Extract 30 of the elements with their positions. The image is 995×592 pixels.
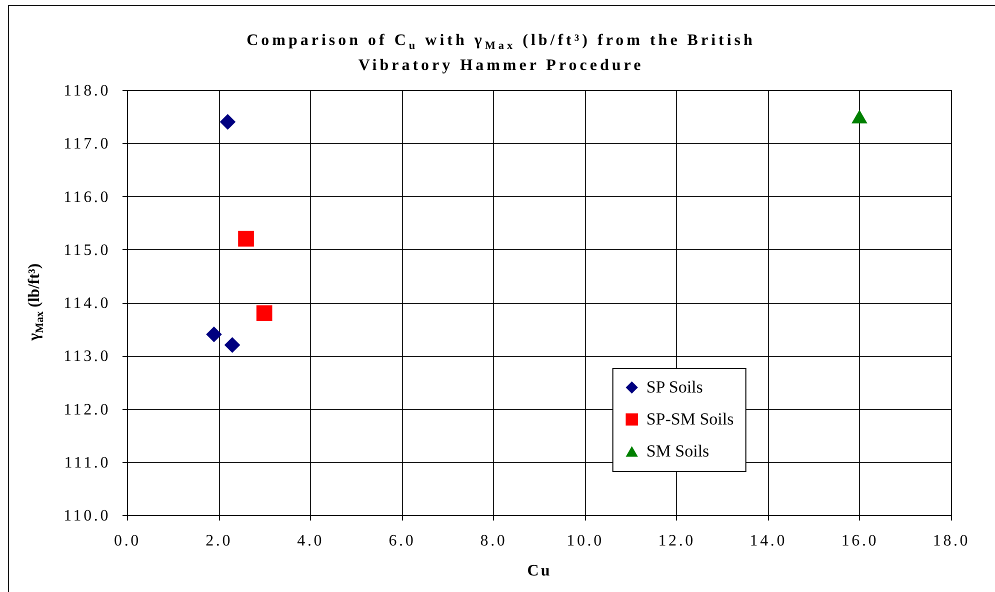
y-tick-label: 113.0 [64,348,110,366]
x-tick-label: 12.0 [658,532,696,550]
x-tick-label: 10.0 [566,532,604,550]
legend-label: SM Soils [646,441,710,460]
x-tick-label: 8.0 [480,532,508,550]
x-tick-label: 6.0 [388,532,416,550]
y-tick-label: 116.0 [64,188,110,206]
point [256,305,272,322]
point [238,230,254,247]
point [224,337,240,353]
point [852,110,868,124]
legend-label: SP-SM Soils [646,409,734,428]
y-tick-label: 111.0 [64,454,110,472]
y-tick-label: 114.0 [64,295,110,312]
point [206,326,222,342]
legend-label: SP Soils [646,377,703,396]
x-tick-label: 16.0 [841,532,879,550]
x-tick-label: 18.0 [932,532,970,550]
y-tick-label: 112.0 [64,401,110,418]
x-tick-label: 14.0 [750,532,787,550]
x-axis-title: Cu [527,562,552,580]
y-tick-label: 110.0 [64,508,110,524]
y-tick-label: 115.0 [64,242,110,259]
x-tick-label: 2.0 [206,532,233,550]
chart-title: Comparison of C$_{u}$ with γ$_{Max}$ (lb/ft³) from the British Vibratory Hammer Procedure [246,31,756,76]
point [220,114,236,130]
y-tick-label: 118.0 [64,82,110,100]
x-tick-label: 4.0 [297,532,324,550]
x-tick-label: 0.0 [114,532,141,550]
y-tick-label: 117.0 [64,136,110,153]
